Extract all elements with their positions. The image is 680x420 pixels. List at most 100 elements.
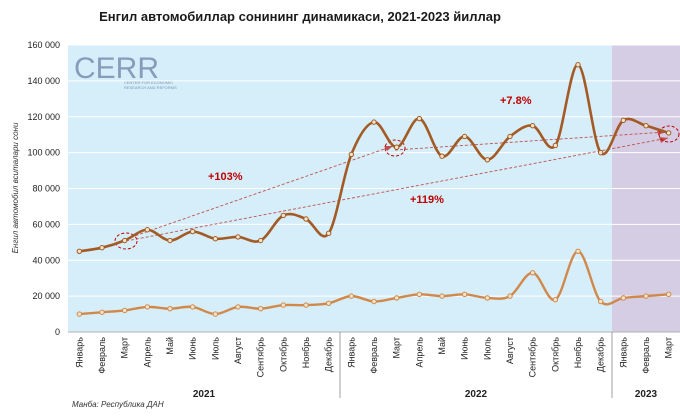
data-point bbox=[597, 149, 604, 156]
x-tick-label: Сентябрь bbox=[528, 337, 538, 378]
y-tick-label: 80 000 bbox=[32, 184, 60, 194]
x-tick-label: Ноябрь bbox=[301, 337, 311, 369]
x-tick-label: Ноябрь bbox=[573, 337, 583, 369]
data-point bbox=[303, 216, 309, 222]
x-tick-label: Апрель bbox=[142, 337, 152, 368]
data-point bbox=[235, 304, 241, 310]
highlight-circle-2021-march bbox=[114, 232, 138, 250]
data-point bbox=[643, 293, 649, 299]
data-point bbox=[212, 236, 219, 242]
x-tick-label: Январь bbox=[346, 337, 356, 368]
data-point bbox=[416, 291, 423, 298]
annotation-119: +119% bbox=[410, 194, 444, 206]
data-point bbox=[121, 237, 128, 244]
data-point bbox=[257, 237, 264, 244]
x-tick-label: Июль bbox=[210, 337, 220, 360]
data-point bbox=[76, 311, 83, 317]
year-label: 2023 bbox=[635, 389, 658, 400]
x-tick-label: Сентябрь bbox=[256, 337, 266, 378]
data-point bbox=[393, 144, 400, 150]
x-axis-labels: Январь Февраль Март Апрель Май Июнь Июль Август… bbox=[74, 337, 673, 378]
logo-subtitle-1: CENTER FOR ECONOMIC bbox=[124, 80, 173, 85]
data-point bbox=[552, 297, 559, 303]
data-point bbox=[620, 117, 627, 124]
y-axis-ticks: 0 20 000 40 000 60 000 80 000 100 000 120 000 1… bbox=[27, 40, 60, 337]
x-tick-label: Февраль bbox=[641, 337, 651, 374]
data-point bbox=[507, 133, 513, 140]
data-point bbox=[99, 309, 105, 315]
data-point bbox=[484, 295, 491, 301]
data-point bbox=[484, 157, 491, 163]
x-tick-label: Февраль bbox=[97, 337, 107, 374]
x-tick-label: Июнь bbox=[188, 337, 198, 360]
y-tick-label: 120 000 bbox=[27, 112, 60, 122]
cerr-logo: CERR CENTER FOR ECONOMIC RESEARCH AND RE… bbox=[74, 52, 177, 90]
data-point bbox=[439, 293, 445, 299]
x-tick-label: Июль bbox=[482, 337, 492, 360]
source-note: Манба: Республика ДАН bbox=[72, 400, 164, 409]
data-point bbox=[348, 151, 355, 158]
x-tick-label: Март bbox=[392, 337, 402, 359]
data-point bbox=[189, 228, 196, 235]
data-point bbox=[280, 212, 287, 219]
data-point bbox=[303, 302, 309, 308]
x-tick-label: Декабрь bbox=[596, 337, 606, 372]
data-point bbox=[167, 237, 173, 244]
y-tick-label: 100 000 bbox=[27, 148, 60, 158]
x-tick-label: Май bbox=[437, 337, 447, 355]
data-point bbox=[280, 302, 287, 308]
x-tick-label: Октябрь bbox=[550, 337, 560, 372]
y-tick-label: 20 000 bbox=[32, 291, 60, 301]
data-point bbox=[212, 311, 219, 317]
data-point bbox=[189, 304, 196, 310]
y-tick-label: 0 bbox=[55, 327, 60, 337]
year-label: 2022 bbox=[465, 389, 488, 400]
data-point bbox=[144, 304, 151, 310]
data-point bbox=[665, 130, 672, 136]
year-label: 2021 bbox=[193, 389, 216, 400]
data-point bbox=[144, 227, 151, 233]
highlight-circle-2023-march bbox=[658, 125, 680, 143]
x-tick-label: Январь bbox=[74, 337, 84, 368]
data-point bbox=[643, 123, 649, 129]
data-point bbox=[99, 244, 105, 251]
x-tick-label: Октябрь bbox=[278, 337, 288, 372]
y-tick-label: 60 000 bbox=[32, 219, 60, 229]
logo-subtitle-2: RESEARCH AND REFORMS bbox=[124, 85, 177, 90]
data-point bbox=[461, 133, 468, 140]
highlight-circle-2022-march bbox=[384, 139, 406, 157]
data-point bbox=[575, 62, 581, 68]
data-point bbox=[325, 230, 332, 237]
data-point bbox=[348, 293, 355, 299]
data-point bbox=[121, 307, 128, 314]
y-axis-label: Енгил автомобил вситалари сони bbox=[11, 122, 20, 253]
x-tick-label: Июнь bbox=[460, 337, 470, 360]
logo-text: CERR bbox=[74, 52, 159, 85]
data-point bbox=[439, 153, 445, 159]
data-point bbox=[597, 298, 604, 305]
data-point bbox=[529, 270, 536, 276]
x-tick-label: Март bbox=[664, 337, 674, 359]
x-tick-label: Январь bbox=[618, 337, 628, 368]
y-tick-label: 160 000 bbox=[27, 40, 60, 50]
series-group bbox=[76, 62, 672, 317]
data-point bbox=[416, 115, 423, 122]
y-tick-label: 140 000 bbox=[27, 76, 60, 86]
data-point bbox=[371, 298, 377, 305]
chart-title: Енгил автомобиллар сонининг динамикаси, … bbox=[99, 9, 501, 24]
data-point bbox=[665, 291, 672, 298]
x-tick-label: Декабрь bbox=[324, 337, 334, 372]
trend-line-119 bbox=[125, 137, 669, 242]
x-tick-label: Май bbox=[165, 337, 175, 355]
data-point bbox=[371, 119, 377, 125]
x-tick-label: Февраль bbox=[369, 337, 379, 374]
annotation-78: +7.8% bbox=[500, 95, 532, 107]
data-point bbox=[575, 248, 581, 254]
data-point bbox=[507, 293, 513, 299]
data-point bbox=[167, 305, 173, 312]
data-point bbox=[552, 142, 559, 149]
data-point bbox=[257, 305, 264, 312]
y-tick-label: 40 000 bbox=[32, 255, 60, 265]
